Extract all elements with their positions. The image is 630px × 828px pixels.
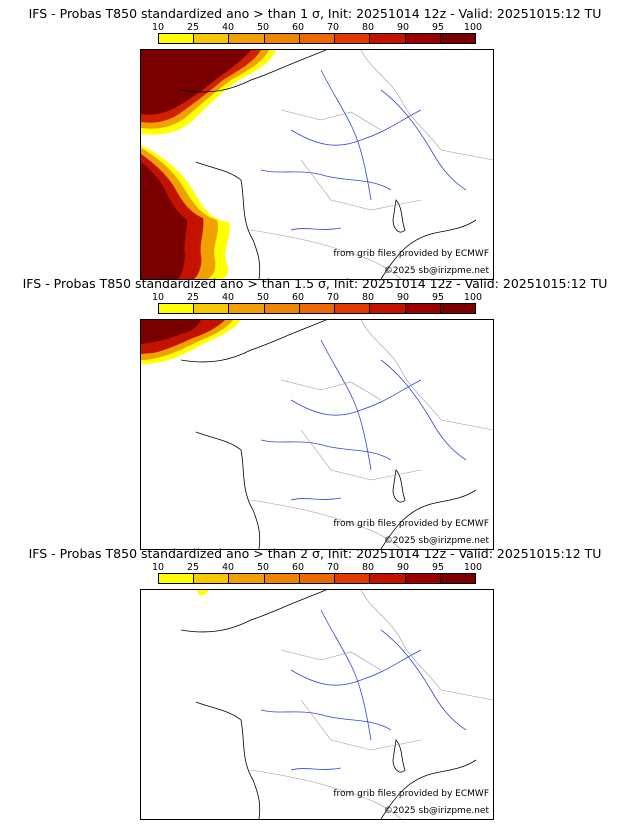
colorbar-swatch [229,34,265,43]
coastlines [180,590,477,819]
panel-title: IFS - Probas T850 standardized ano > tha… [28,546,602,561]
map-svg [180,590,493,819]
colorbar-swatch [264,34,300,43]
colorbar-swatch [194,34,230,43]
colorbar [158,303,476,314]
colorbar-swatch [229,574,265,583]
panel-2: IFS - Probas T850 standardized ano > tha… [0,276,630,550]
colorbar-tick: 10 [151,22,165,33]
rivers [260,609,467,771]
colorbar-swatch [159,574,195,583]
coastlines [180,320,477,549]
colorbar-tick: 95 [431,292,445,303]
colorbar-tick: 25 [186,562,200,573]
credit-site: ©2025 sb@irizpme.net [383,536,489,546]
panel-1: IFS - Probas T850 standardized ano > tha… [0,6,630,280]
colorbar-swatch [264,574,300,583]
map-area: from grib files provided by ECMWF ©2025 … [140,589,494,820]
colorbar [158,573,476,584]
colorbar-tick: 60 [291,22,305,33]
colorbar-swatch [370,34,406,43]
colorbar-tick: 100 [463,292,483,303]
colorbar-tick: 90 [396,22,410,33]
colorbar-swatch [405,304,441,313]
colorbar-swatch [440,304,475,313]
credit-source: from grib files provided by ECMWF [333,789,489,799]
colorbar-tick: 50 [256,22,270,33]
colorbar-tick: 40 [221,562,235,573]
probability-field [141,50,276,279]
colorbar-tick: 50 [256,292,270,303]
colorbar-tick: 25 [186,22,200,33]
colorbar-swatch [299,304,336,313]
colorbar-swatch [299,34,336,43]
credit-site: ©2025 sb@irizpme.net [383,266,489,276]
colorbar-swatch [440,34,475,43]
colorbar-tick: 40 [221,22,235,33]
colorbar-labels: 10 25 40 50 60 70 80 90 95 100 [152,562,482,574]
colorbar-tick: 90 [396,562,410,573]
colorbar-swatch [405,34,441,43]
colorbar-tick: 100 [463,22,483,33]
borders [250,50,493,279]
rivers [260,69,467,231]
colorbar-swatch [370,574,406,583]
probability-field [197,590,209,596]
colorbar-swatch [335,304,371,313]
colorbar-swatch [194,304,230,313]
colorbar-swatch [299,574,336,583]
colorbar-tick: 95 [431,562,445,573]
credit-source: from grib files provided by ECMWF [333,519,489,529]
coastlines [180,50,477,279]
colorbar-tick: 70 [326,292,340,303]
colorbar-tick: 25 [186,292,200,303]
borders [250,320,493,549]
colorbar-tick: 80 [361,292,375,303]
rivers [260,339,467,501]
credit-site: ©2025 sb@irizpme.net [383,806,489,816]
panel-title: IFS - Probas T850 standardized ano > tha… [28,6,602,21]
colorbar-tick: 100 [463,562,483,573]
colorbar-tick: 90 [396,292,410,303]
credit-source: from grib files provided by ECMWF [333,249,489,259]
colorbar-swatch [229,304,265,313]
colorbar-labels: 10 25 40 50 60 70 80 90 95 100 [152,292,482,304]
borders [250,590,493,819]
colorbar-swatch [194,574,230,583]
map-svg [141,320,493,549]
map-area: from grib files provided by ECMWF ©2025 … [140,49,494,280]
colorbar-tick: 60 [291,292,305,303]
map-svg [141,50,493,279]
colorbar-swatch [264,304,300,313]
panel-title: IFS - Probas T850 standardized ano > tha… [22,276,608,291]
colorbar-swatch [370,304,406,313]
colorbar-swatch [405,574,441,583]
colorbar-tick: 80 [361,22,375,33]
colorbar-tick: 80 [361,562,375,573]
colorbar-swatch [159,304,195,313]
probability-field [141,320,241,364]
colorbar-swatch [440,574,475,583]
colorbar-swatch [159,34,195,43]
colorbar-tick: 70 [326,22,340,33]
colorbar-tick: 50 [256,562,270,573]
panel-3: IFS - Probas T850 standardized ano > tha… [0,546,630,820]
colorbar [158,33,476,44]
colorbar-labels: 10 25 40 50 60 70 80 90 95 100 [152,22,482,34]
colorbar-tick: 60 [291,562,305,573]
colorbar-tick: 10 [151,292,165,303]
colorbar-tick: 95 [431,22,445,33]
colorbar-tick: 10 [151,562,165,573]
colorbar-swatch [335,574,371,583]
colorbar-swatch [335,34,371,43]
colorbar-tick: 70 [326,562,340,573]
map-area: from grib files provided by ECMWF ©2025 … [140,319,494,550]
colorbar-tick: 40 [221,292,235,303]
